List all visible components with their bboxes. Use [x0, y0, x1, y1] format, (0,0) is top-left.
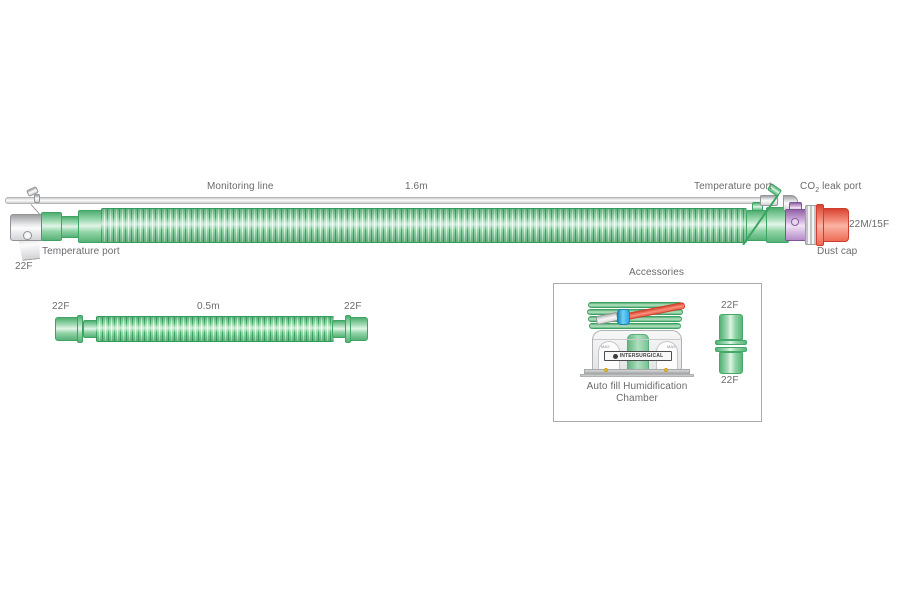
circuit-cuff-left	[41, 212, 62, 241]
short-tube-left-size-label: 22F	[52, 301, 70, 312]
accessory-connector-rib	[715, 347, 747, 352]
blue-fitting	[617, 309, 630, 325]
accessories-title: Accessories	[628, 267, 684, 278]
accessory-connector-bottom	[719, 352, 743, 374]
max-level-right: MAX	[667, 344, 676, 349]
chamber-caption-line2: Chamber	[616, 393, 658, 404]
accessory-connector-bottom-label: 22F	[721, 375, 739, 386]
monitoring-line-tube	[5, 197, 777, 204]
short-tube-right-size-label: 22F	[344, 301, 362, 312]
elbow-connector-hole	[23, 231, 32, 240]
short-tube-cuff-left	[55, 317, 78, 341]
tube-length-label: 1.6m	[405, 181, 428, 192]
short-tube-neck-right	[332, 320, 346, 338]
short-tube-ring-left	[77, 315, 83, 343]
co2-label-prefix: CO	[800, 181, 816, 192]
circuit-sleeve-left	[78, 210, 103, 243]
brand-text: INTERSURGICAL	[619, 353, 664, 359]
chamber-base	[584, 369, 690, 374]
dust-cap-label: Dust cap	[817, 246, 858, 257]
co2-leak-port-label: CO2 leak port	[800, 181, 861, 196]
co2-leak-port-detail	[791, 218, 799, 226]
base-dot	[604, 368, 608, 372]
accessory-connector-top	[719, 314, 743, 340]
chamber-caption-line1: Auto fill Humidification	[586, 381, 688, 392]
dust-cap-body	[823, 208, 849, 242]
monitoring-line-label: Monitoring line	[207, 181, 274, 192]
connector-size-left-label: 22F	[15, 261, 33, 272]
corrugated-tube-short	[96, 316, 334, 342]
brand-band: INTERSURGICAL	[604, 351, 672, 361]
chamber-seam	[593, 339, 681, 340]
temperature-port-left-label: Temperature port	[42, 246, 120, 257]
max-level-left: MAX	[601, 344, 610, 349]
chamber-base-plate	[580, 374, 694, 377]
chamber-dome: MAX MAX INTERSURGICAL	[592, 330, 682, 370]
co2-label-subscript: 2	[815, 187, 820, 194]
chamber-coil	[589, 323, 681, 329]
circuit-neck-left	[61, 216, 79, 238]
short-tube-cuff-right	[350, 317, 368, 341]
connector-size-right-label: 22M/15F	[849, 219, 890, 230]
humidification-chamber: MAX MAX INTERSURGICAL	[580, 298, 694, 378]
accessory-connector-rib	[715, 340, 747, 345]
base-dot	[664, 368, 668, 372]
short-tube-length-label: 0.5m	[197, 301, 220, 312]
brand-logo-icon	[612, 353, 618, 359]
monitoring-line-port-left	[34, 194, 40, 203]
co2-label-suffix: leak port	[819, 181, 862, 192]
corrugated-tube-main	[101, 208, 747, 243]
temperature-port-right-label: Temperature port	[694, 181, 772, 192]
accessory-connector-top-label: 22F	[721, 300, 739, 311]
